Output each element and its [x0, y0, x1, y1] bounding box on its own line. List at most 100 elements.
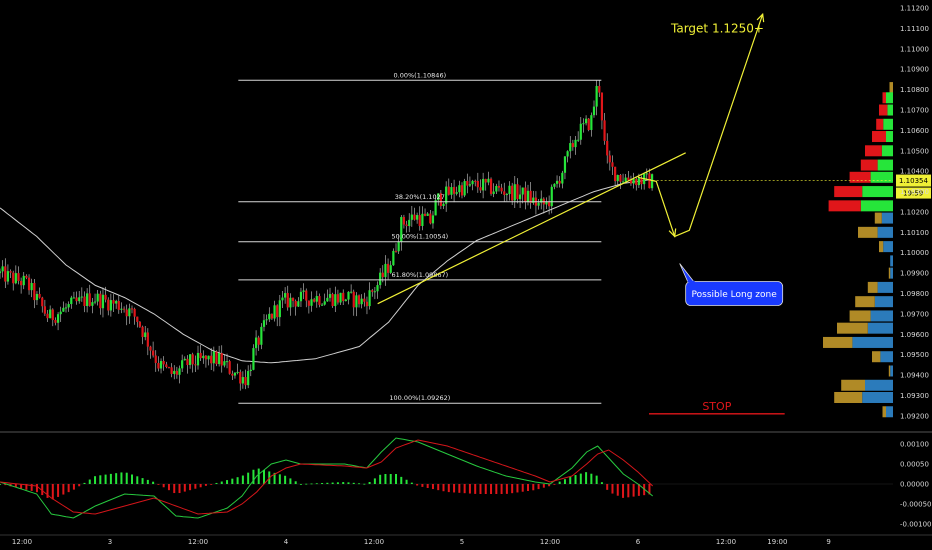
macd-histogram-bar [88, 479, 91, 484]
volume-profile-bar [876, 118, 884, 130]
macd-histogram-bar [542, 484, 545, 488]
macd-line [0, 437, 654, 519]
macd-histogram-bar [62, 484, 65, 495]
volume-profile-bar [879, 241, 884, 253]
macd-histogram-bar [67, 484, 70, 493]
price-tick-label: 1.10100 [900, 229, 929, 237]
candle-down [194, 364, 197, 366]
candle-down [43, 306, 46, 314]
candle-down [99, 293, 102, 309]
candle-up [584, 118, 588, 124]
macd-histogram-bar [46, 484, 49, 498]
price-tick-label: 1.09200 [900, 412, 929, 420]
price-tick-label: 1.09500 [900, 351, 929, 359]
macd-histogram-bar [20, 484, 23, 489]
volume-profile-bar [860, 159, 878, 171]
volume-profile-bar [883, 241, 893, 253]
candle-down [608, 155, 611, 163]
candle-up [566, 151, 569, 157]
candle-up [178, 368, 181, 375]
macd-tick-label: 0.00100 [900, 441, 929, 449]
candle-down [239, 371, 242, 384]
macd-histogram-bar [563, 479, 566, 484]
candle-up [265, 319, 268, 321]
candle-down [418, 215, 421, 226]
macd-histogram-bar [453, 484, 456, 493]
candle-up [540, 198, 543, 203]
candle-up [183, 358, 186, 361]
macd-histogram-bar [35, 484, 38, 493]
price-tick-label: 1.09800 [900, 290, 929, 298]
candle-up [278, 300, 281, 318]
volume-profile-bar [849, 171, 871, 183]
macd-histogram-bar [326, 482, 329, 484]
macd-histogram-bar [278, 474, 281, 484]
macd-histogram-bar [490, 484, 493, 494]
candle-down [83, 296, 86, 307]
volume-profile-bar [870, 310, 893, 322]
fib-level-label: 61.80%(1.09867) [391, 271, 448, 279]
macd-histogram-bar [537, 484, 540, 490]
macd-histogram-bar [447, 484, 450, 493]
candle-up [595, 85, 598, 107]
macd-histogram-bar [146, 479, 149, 484]
price-tick-label: 1.10300 [900, 188, 929, 196]
volume-profile-bar [888, 365, 891, 377]
macd-histogram-bar [167, 484, 170, 491]
candle-down [27, 277, 31, 291]
candle-down [627, 177, 630, 181]
macd-histogram-bar [305, 483, 308, 485]
candle-up [181, 360, 184, 369]
candle-down [603, 120, 606, 141]
candle-up [344, 299, 347, 302]
candle-up [471, 180, 474, 185]
macd-histogram-bar [590, 473, 593, 484]
macd-tick-label: -0.00100 [900, 521, 931, 529]
candle-down [503, 191, 506, 195]
price-tick-label: 1.10000 [900, 249, 929, 257]
candle-down [291, 297, 295, 301]
candle-up [505, 194, 508, 196]
macd-histogram-bar [263, 470, 265, 484]
macd-histogram-bar [463, 484, 466, 494]
volume-profile-bar [852, 336, 893, 348]
macd-histogram-bar [178, 484, 181, 494]
candle-down [484, 178, 487, 183]
price-tick-label: 1.10500 [900, 147, 929, 155]
volume-profile-bar [855, 296, 875, 308]
candle-down [476, 181, 479, 188]
volume-profile-bar [834, 186, 863, 198]
candle-down [405, 224, 408, 227]
candle-down [352, 291, 355, 308]
projection-arrow-down [668, 228, 677, 238]
candle-up [392, 250, 395, 266]
volume-profile-bar [837, 322, 868, 334]
volume-profile-bar [889, 82, 893, 94]
macd-histogram-bar [358, 483, 361, 485]
candle-down [614, 166, 617, 182]
candle-down [41, 297, 44, 307]
candle-down [191, 354, 194, 365]
price-tick-label: 1.10200 [900, 208, 929, 216]
macd-histogram-bar [125, 472, 128, 484]
volume-profile-bar [870, 171, 893, 183]
candle-up [284, 293, 287, 298]
price-tick-label: 1.09400 [900, 372, 929, 380]
candle-down [130, 308, 134, 310]
time-tick-label: 5 [460, 538, 464, 546]
candle-up [247, 371, 250, 386]
volume-profile-bar [886, 131, 893, 143]
macd-histogram-bar [194, 484, 197, 489]
candle-up [513, 184, 516, 201]
candle-up [260, 326, 263, 345]
current-price-label: 1.10354 [899, 177, 928, 185]
stop-label: STOP [702, 400, 731, 413]
macd-histogram-bar [141, 478, 144, 484]
candle-up [521, 187, 524, 195]
candle-up [56, 314, 60, 323]
candle-up [450, 187, 453, 195]
support-trendline [377, 152, 686, 305]
candle-down [452, 187, 456, 194]
candle-up [468, 184, 472, 186]
candle-up [410, 214, 413, 220]
